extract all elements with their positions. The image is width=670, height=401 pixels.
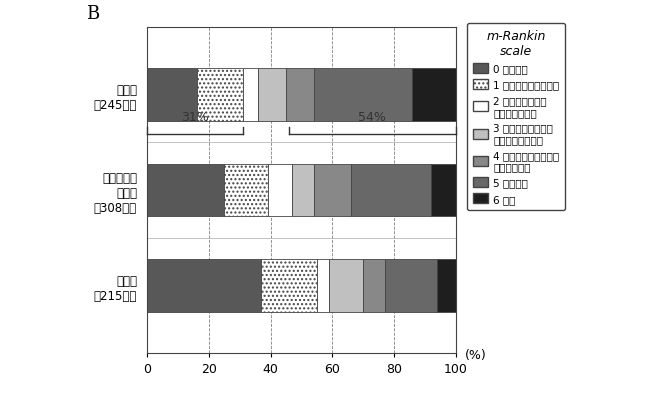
Bar	[259, 69, 286, 121]
Bar	[261, 260, 317, 312]
Bar	[437, 260, 456, 312]
Bar	[317, 260, 329, 312]
Bar	[243, 69, 259, 121]
Bar	[147, 164, 224, 217]
Bar	[147, 260, 261, 312]
Bar	[314, 69, 413, 121]
Bar	[267, 164, 292, 217]
Bar	[431, 164, 456, 217]
Bar	[413, 69, 456, 121]
Bar	[147, 69, 197, 121]
Bar	[314, 164, 351, 217]
Text: B: B	[86, 5, 99, 23]
Bar	[292, 164, 314, 217]
Text: 54%: 54%	[358, 111, 387, 124]
Bar	[351, 164, 431, 217]
Bar	[286, 69, 314, 121]
Bar	[385, 260, 437, 312]
Legend: 0 症状なし, 1 仕事・活動ができる, 2 身の回りは可能
（介助不必要）, 3 援助なしで歩行可
（介助多少必要）, 4 援助なしで歩行不可
（介助必要）,: 0 症状なし, 1 仕事・活動ができる, 2 身の回りは可能 （介助不必要）, …	[467, 24, 565, 211]
Bar	[363, 260, 385, 312]
Bar	[329, 260, 363, 312]
Text: 31%: 31%	[182, 111, 209, 124]
Text: (%): (%)	[465, 348, 486, 361]
Bar	[197, 69, 243, 121]
Bar	[224, 164, 267, 217]
